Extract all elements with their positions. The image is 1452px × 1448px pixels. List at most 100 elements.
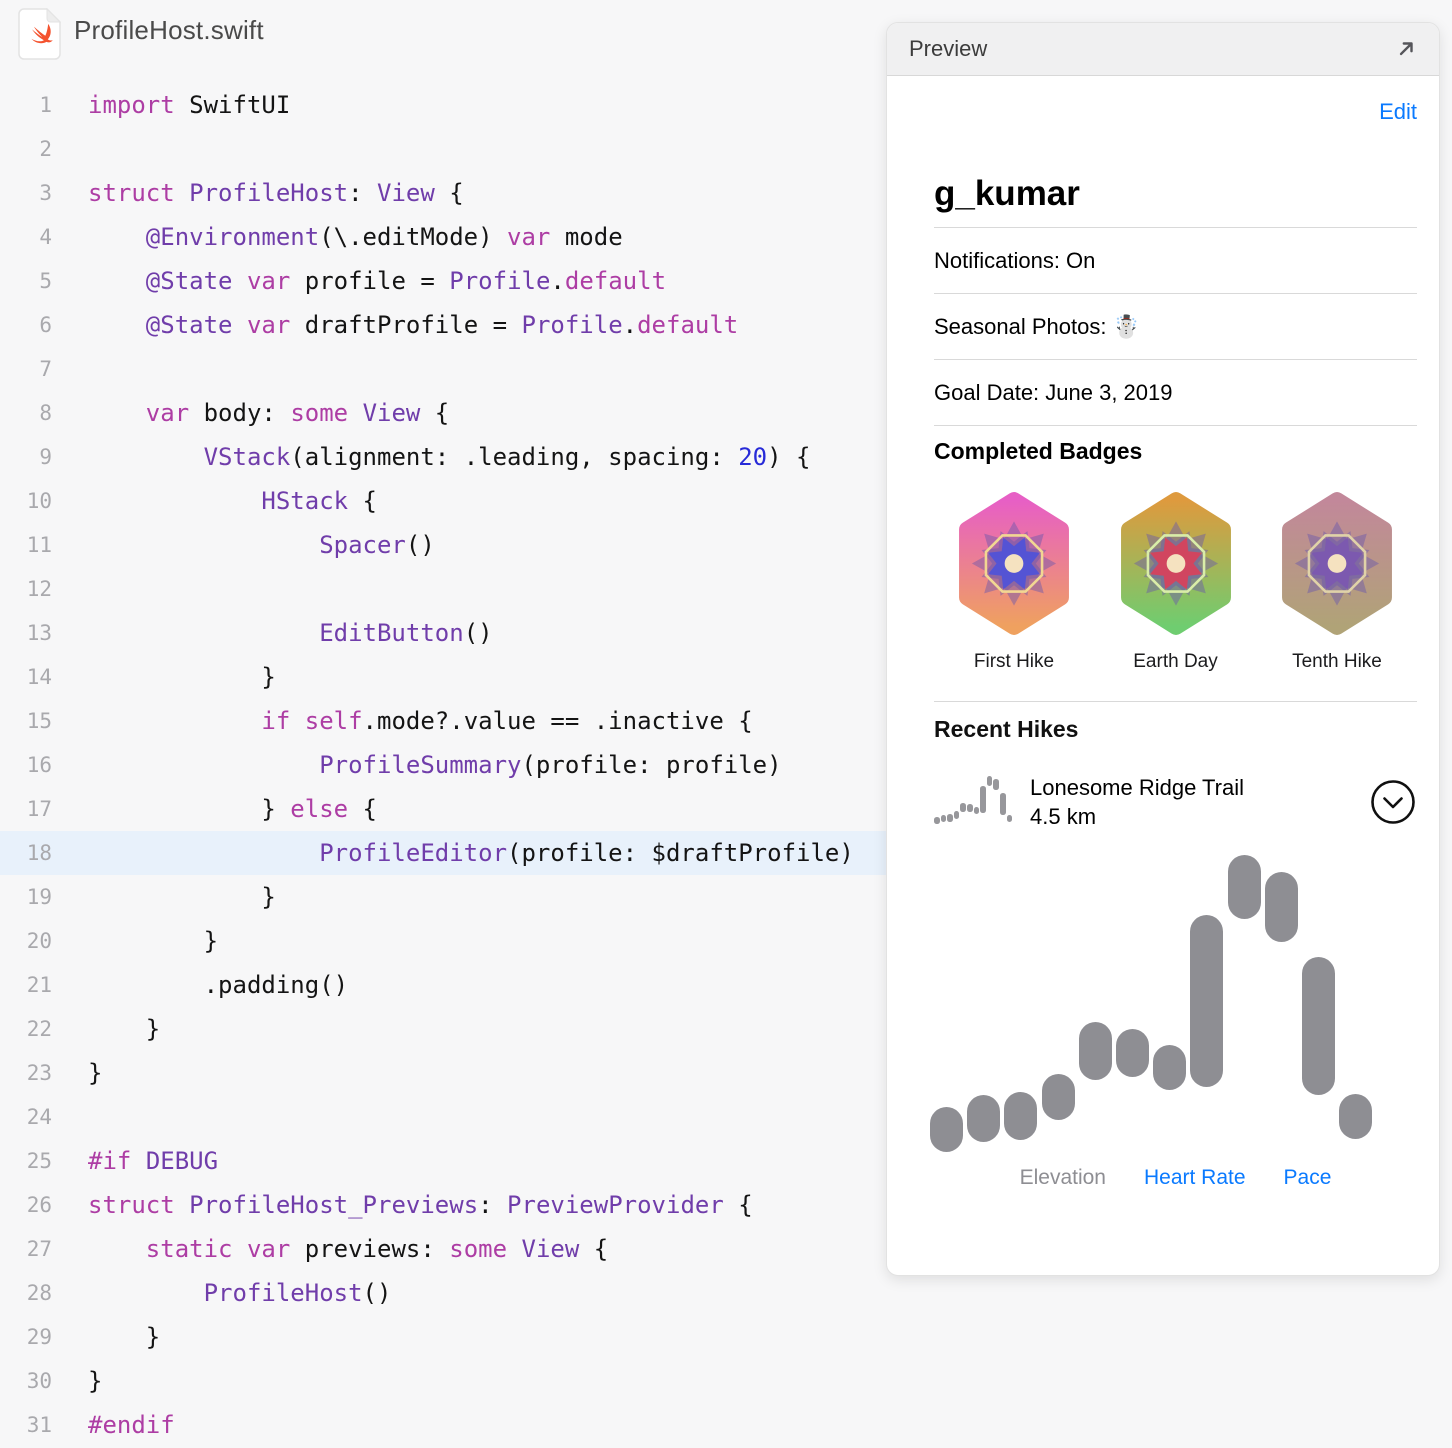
code-text: static var previews: some View { bbox=[145, 1235, 609, 1263]
graph-capsule bbox=[1227, 855, 1261, 919]
profile-row: Notifications: On bbox=[934, 228, 1417, 294]
badge: First Hike bbox=[938, 491, 1090, 673]
line-number: 4 bbox=[39, 225, 52, 249]
line-number: 17 bbox=[26, 797, 52, 821]
graph-capsule bbox=[930, 1107, 963, 1152]
graph-legend: Elevation Heart Rate Pace bbox=[934, 1166, 1417, 1190]
graph-capsule bbox=[1006, 814, 1013, 822]
graph-capsule bbox=[1000, 792, 1006, 815]
hike-row: Lonesome Ridge Trail 4.5 km bbox=[934, 771, 1417, 833]
code-line: 8 var body: some View { bbox=[0, 391, 886, 435]
legend-button-heart-rate[interactable]: Heart Rate bbox=[1143, 1166, 1246, 1189]
line-number: 19 bbox=[26, 885, 52, 909]
badge-hexagon bbox=[959, 492, 1069, 635]
code-text: VStack(alignment: .leading, spacing: 20)… bbox=[203, 443, 811, 471]
swift-file-icon bbox=[18, 8, 61, 60]
code-editor[interactable]: 1 import SwiftUI 2 3 struct ProfileHost: Vie… bbox=[0, 83, 886, 1447]
graph-capsule bbox=[1153, 1045, 1187, 1090]
code-line: 2 bbox=[0, 127, 886, 171]
graph-capsule bbox=[1041, 1073, 1075, 1120]
graph-capsule bbox=[940, 814, 947, 823]
code-text: @State var profile = Profile.default bbox=[145, 267, 667, 295]
code-text: } bbox=[88, 1059, 103, 1087]
graph-capsule bbox=[960, 803, 966, 813]
line-number: 11 bbox=[26, 533, 52, 557]
line-number: 12 bbox=[26, 577, 52, 601]
code-line: 9 VStack(alignment: .leading, spacing: 2… bbox=[0, 435, 886, 479]
preview-panel: Preview Edit g_kumar Notifications: On Se… bbox=[886, 22, 1440, 1276]
code-text: @State var draftProfile = Profile.defaul… bbox=[145, 311, 739, 339]
graph-capsule bbox=[1116, 1029, 1149, 1077]
legend-button-pace[interactable]: Pace bbox=[1283, 1166, 1332, 1189]
chevron-down-circle-icon[interactable] bbox=[1369, 778, 1417, 826]
edit-button[interactable]: Edit bbox=[1379, 99, 1417, 124]
hike-name: Lonesome Ridge Trail bbox=[1030, 775, 1245, 800]
code-text: } bbox=[88, 1015, 161, 1043]
code-line: 10 HStack { bbox=[0, 479, 886, 523]
code-text: ProfileEditor(profile: $draftProfile) bbox=[319, 839, 854, 867]
line-number: 23 bbox=[26, 1061, 52, 1085]
badge-label: Earth Day bbox=[1133, 651, 1218, 672]
badge: Tenth Hike bbox=[1261, 491, 1413, 673]
graph-capsule bbox=[934, 816, 940, 824]
badge: Earth Day bbox=[1100, 491, 1252, 673]
code-text: #if DEBUG bbox=[88, 1147, 219, 1175]
code-text: .padding() bbox=[88, 971, 349, 999]
expand-preview-icon[interactable] bbox=[1395, 38, 1417, 60]
hike-distance: 4.5 km bbox=[1030, 804, 1097, 829]
completed-badges-title: Completed Badges bbox=[934, 438, 1143, 464]
code-text: ProfileSummary(profile: profile) bbox=[319, 751, 782, 779]
code-text: var body: some View { bbox=[145, 399, 450, 427]
code-text: HStack { bbox=[261, 487, 377, 515]
line-number: 3 bbox=[39, 181, 52, 205]
code-text: ProfileHost() bbox=[203, 1279, 392, 1307]
code-line: 4 @Environment(\.editMode) var mode bbox=[0, 215, 886, 259]
code-text: } else { bbox=[88, 795, 377, 823]
code-line: 16 ProfileSummary(profile: profile) bbox=[0, 743, 886, 787]
line-number: 7 bbox=[39, 357, 52, 381]
line-number: 25 bbox=[26, 1149, 52, 1173]
code-text: import SwiftUI bbox=[88, 91, 291, 119]
code-line: 26 struct ProfileHost_Previews: PreviewPr… bbox=[0, 1183, 886, 1227]
code-line: 3 struct ProfileHost: View { bbox=[0, 171, 886, 215]
code-line: 25 #if DEBUG bbox=[0, 1139, 886, 1183]
graph-capsule bbox=[953, 811, 960, 819]
line-number: 18 bbox=[26, 841, 52, 865]
code-line: 14 } bbox=[0, 655, 886, 699]
code-text: @Environment(\.editMode) var mode bbox=[145, 223, 623, 251]
code-line: 18 ProfileEditor(profile: $draftProfile) bbox=[0, 831, 886, 875]
code-text: EditButton() bbox=[319, 619, 493, 647]
code-text: if self.mode?.value == .inactive { bbox=[261, 707, 753, 735]
graph-capsule bbox=[986, 776, 993, 787]
graph-capsule bbox=[1190, 915, 1224, 1087]
line-number: 22 bbox=[26, 1017, 52, 1041]
code-line: 15 if self.mode?.value == .inactive { bbox=[0, 699, 886, 743]
line-number: 26 bbox=[26, 1193, 52, 1217]
divider bbox=[934, 227, 1417, 228]
code-line: 29 } bbox=[0, 1315, 886, 1359]
code-line: 30} bbox=[0, 1359, 886, 1403]
line-number: 8 bbox=[39, 401, 52, 425]
hike-text: Lonesome Ridge Trail 4.5 km bbox=[1030, 773, 1244, 831]
line-number: 1 bbox=[39, 93, 52, 117]
graph-capsule bbox=[947, 814, 953, 823]
line-number: 9 bbox=[39, 445, 52, 469]
code-line: 11 Spacer() bbox=[0, 523, 886, 567]
file-title: ProfileHost.swift bbox=[74, 15, 264, 45]
code-line: 7 bbox=[0, 347, 886, 391]
code-line: 20 } bbox=[0, 919, 886, 963]
code-line: 31 #endif bbox=[0, 1403, 886, 1447]
preview-header-title: Preview bbox=[909, 36, 988, 61]
line-number: 29 bbox=[26, 1325, 52, 1349]
code-line: 5 @State var profile = Profile.default bbox=[0, 259, 886, 303]
swift-bird-glyph bbox=[31, 23, 53, 44]
code-line: 23} bbox=[0, 1051, 886, 1095]
profile-username: g_kumar bbox=[934, 174, 1080, 213]
hike-graph bbox=[930, 855, 1380, 1152]
graph-capsule bbox=[1339, 1094, 1373, 1139]
line-number: 27 bbox=[26, 1237, 52, 1261]
code-line: 28 ProfileHost() bbox=[0, 1271, 886, 1315]
code-line: 19 } bbox=[0, 875, 886, 919]
profile-row: Goal Date: June 3, 2019 bbox=[934, 360, 1417, 426]
